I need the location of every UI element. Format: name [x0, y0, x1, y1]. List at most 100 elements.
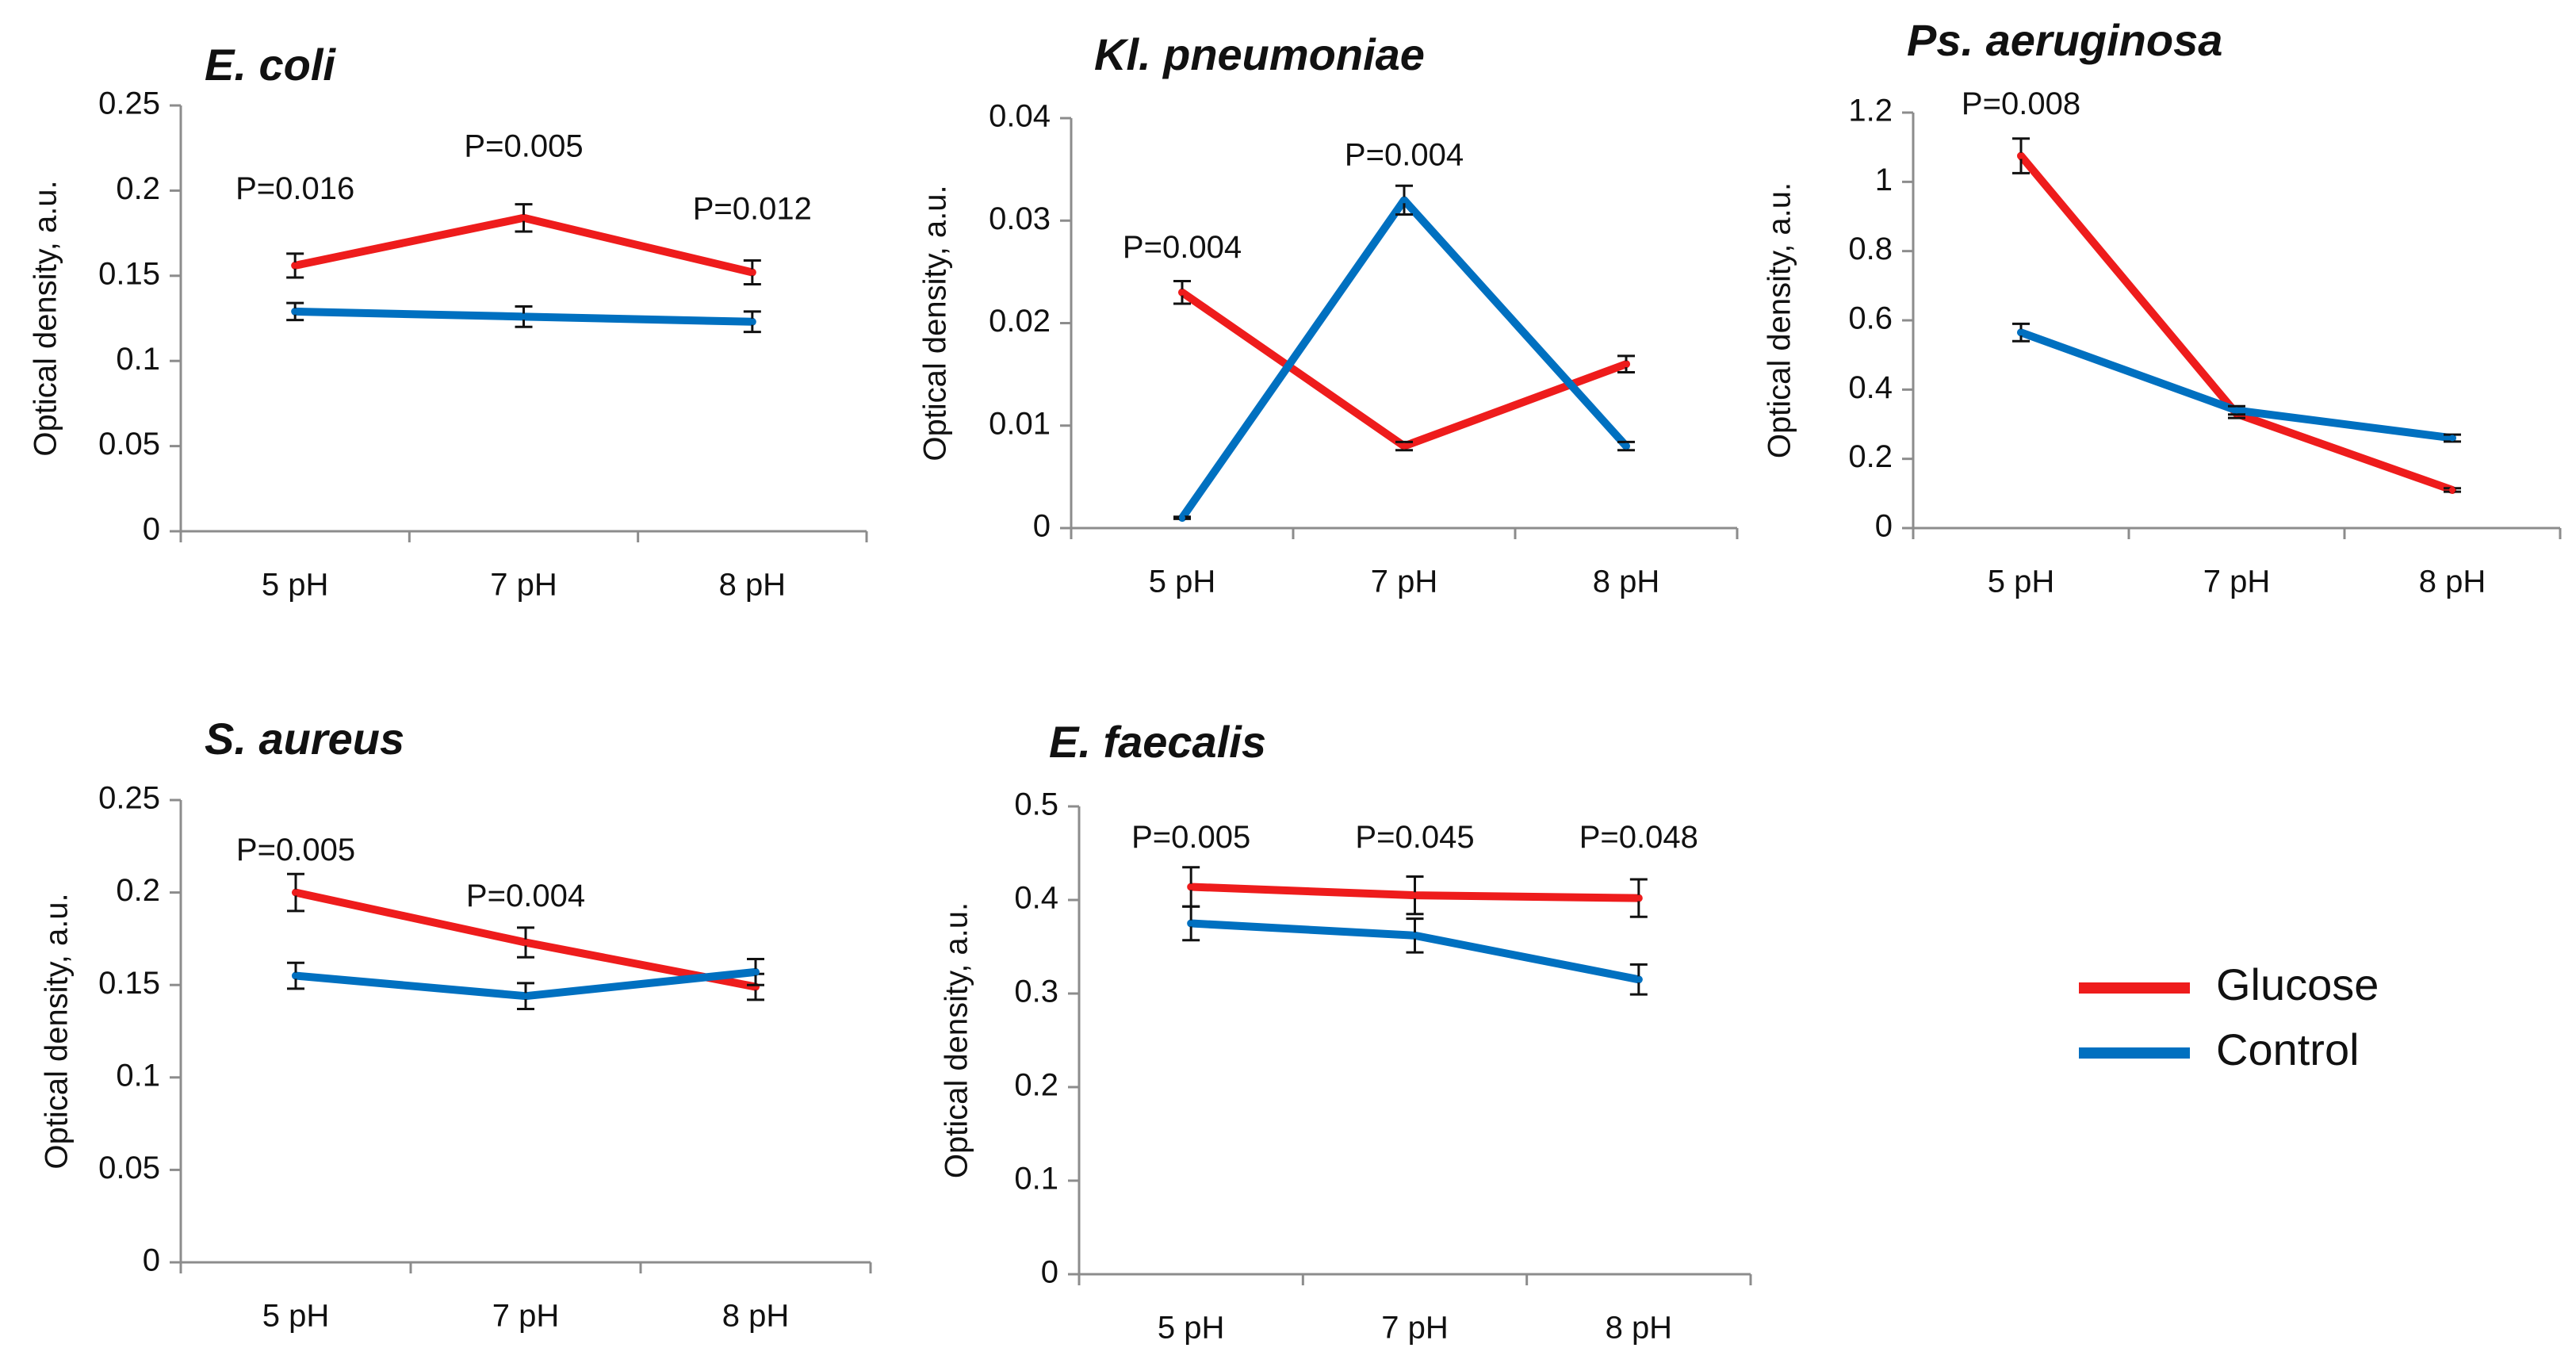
y-tick-label: 0: [1033, 509, 1051, 544]
y-tick-label: 0.15: [98, 966, 160, 1001]
data-point: [1179, 289, 1185, 296]
y-tick-label: 0.4: [1014, 881, 1058, 916]
x-tick-label: 8 pH: [722, 1299, 790, 1334]
y-tick-label: 0.04: [989, 99, 1051, 134]
y-tick-label: 0.1: [1014, 1162, 1058, 1197]
y-axis-title: Optical density, a.u.: [918, 185, 953, 461]
x-tick-label: 5 pH: [1988, 565, 2055, 599]
y-tick-label: 0.6: [1848, 301, 1893, 336]
series-glucose: [1173, 280, 1635, 452]
y-tick-label: 0.3: [1014, 975, 1058, 1009]
data-point: [1623, 442, 1629, 450]
chart-panel-1: Kl. pneumoniae 0 0.01 0.02 0.03 0.04 5 pH 7 pH 8…: [918, 29, 1739, 599]
chart-title: E. faecalis: [1049, 717, 1266, 767]
chart-title: Ps. aeruginosa: [1907, 15, 2222, 65]
p-value-label: P=0.005: [236, 833, 355, 867]
series-control: [1173, 184, 1635, 523]
data-point: [522, 993, 529, 1000]
chart-panel-4: E. faecalis 0 0.1 0.2 0.3 0.4 0.5 5 pH 7 pH 8 pH O…: [940, 717, 1752, 1346]
y-tick-label: 0.5: [1014, 787, 1058, 822]
data-point: [2018, 329, 2024, 336]
data-point: [292, 262, 299, 269]
p-value-label: P=0.008: [1962, 86, 2080, 121]
p-value-label: P=0.004: [466, 879, 585, 913]
chart-title: E. coli: [205, 40, 336, 90]
data-point: [1623, 361, 1629, 368]
data-point: [293, 972, 299, 979]
data-point: [1401, 442, 1407, 450]
x-tick-label: 5 pH: [262, 1299, 330, 1334]
y-axis-title: Optical density, a.u.: [29, 180, 63, 456]
y-tick-label: 0: [1041, 1255, 1058, 1290]
data-point: [2449, 435, 2455, 442]
data-point: [1635, 976, 1642, 983]
series-control: [2012, 322, 2461, 443]
y-axis-title: Optical density, a.u.: [40, 893, 75, 1169]
legend-control-label: Control: [2216, 1024, 2360, 1074]
x-tick-label: 7 pH: [2203, 565, 2271, 599]
y-tick-label: 0.05: [98, 427, 160, 461]
y-tick-label: 0.1: [116, 342, 160, 377]
x-tick-label: 5 pH: [1158, 1311, 1225, 1346]
data-point: [748, 318, 756, 325]
p-value-label: P=0.005: [1131, 820, 1250, 855]
x-tick-label: 7 pH: [1381, 1311, 1449, 1346]
x-tick-label: 8 pH: [1593, 565, 1660, 599]
y-tick-label: 0.2: [116, 171, 160, 206]
y-tick-label: 0: [1875, 509, 1893, 544]
p-value-label: P=0.012: [693, 192, 812, 227]
y-tick-label: 0.8: [1848, 232, 1893, 266]
data-point: [522, 939, 529, 946]
data-point: [1411, 892, 1418, 899]
data-point: [292, 308, 299, 315]
y-tick-label: 0.15: [98, 256, 160, 291]
data-point: [1635, 894, 1642, 902]
data-point: [1411, 932, 1418, 939]
x-tick-label: 5 pH: [1149, 565, 1216, 599]
p-value-label: P=0.004: [1345, 138, 1464, 173]
legend-glucose-label: Glucose: [2216, 959, 2379, 1009]
series-line: [2017, 151, 2456, 494]
series-line: [1178, 196, 1630, 523]
data-point: [520, 214, 527, 221]
data-point: [1188, 920, 1195, 927]
y-tick-label: 1.2: [1848, 94, 1893, 128]
y-tick-label: 0.02: [989, 304, 1051, 339]
y-tick-label: 0.25: [98, 781, 160, 816]
data-point: [1179, 515, 1185, 522]
data-point: [1401, 197, 1407, 204]
data-point: [520, 313, 527, 320]
data-point: [2233, 407, 2240, 414]
series-glucose: [286, 203, 761, 286]
p-value-label: P=0.045: [1355, 820, 1474, 855]
series-control: [286, 301, 761, 334]
y-axis-title: Optical density, a.u.: [1763, 182, 1797, 458]
series-glucose: [2012, 137, 2461, 494]
data-point: [748, 269, 756, 276]
y-tick-label: 0.2: [1014, 1068, 1058, 1103]
series-glucose: [1182, 866, 1648, 918]
p-value-label: P=0.005: [464, 128, 583, 163]
data-point: [752, 968, 759, 975]
x-tick-label: 7 pH: [490, 568, 557, 603]
x-tick-label: 7 pH: [492, 1299, 560, 1334]
x-tick-label: 8 pH: [2419, 565, 2486, 599]
data-point: [2018, 152, 2024, 159]
x-tick-label: 8 pH: [719, 568, 787, 603]
y-tick-label: 0.4: [1848, 370, 1893, 405]
series-control: [1182, 905, 1648, 996]
chart-title: Kl. pneumoniae: [1094, 29, 1425, 79]
p-value-label: P=0.016: [235, 171, 354, 206]
data-point: [2449, 486, 2455, 493]
data-point: [1188, 883, 1195, 890]
y-tick-label: 1: [1875, 163, 1893, 197]
y-tick-label: 0: [143, 512, 160, 547]
y-tick-label: 0.25: [98, 86, 160, 121]
y-tick-label: 0.03: [989, 201, 1051, 236]
y-axis-title: Optical density, a.u.: [940, 902, 974, 1178]
x-tick-label: 5 pH: [262, 568, 329, 603]
y-tick-label: 0.2: [1848, 439, 1893, 474]
charts-group: E. coli 0 0.05 0.1 0.15 0.2 0.25 5 pH 7 pH 8 pH Op…: [29, 15, 2562, 1346]
y-tick-label: 0: [143, 1243, 160, 1278]
